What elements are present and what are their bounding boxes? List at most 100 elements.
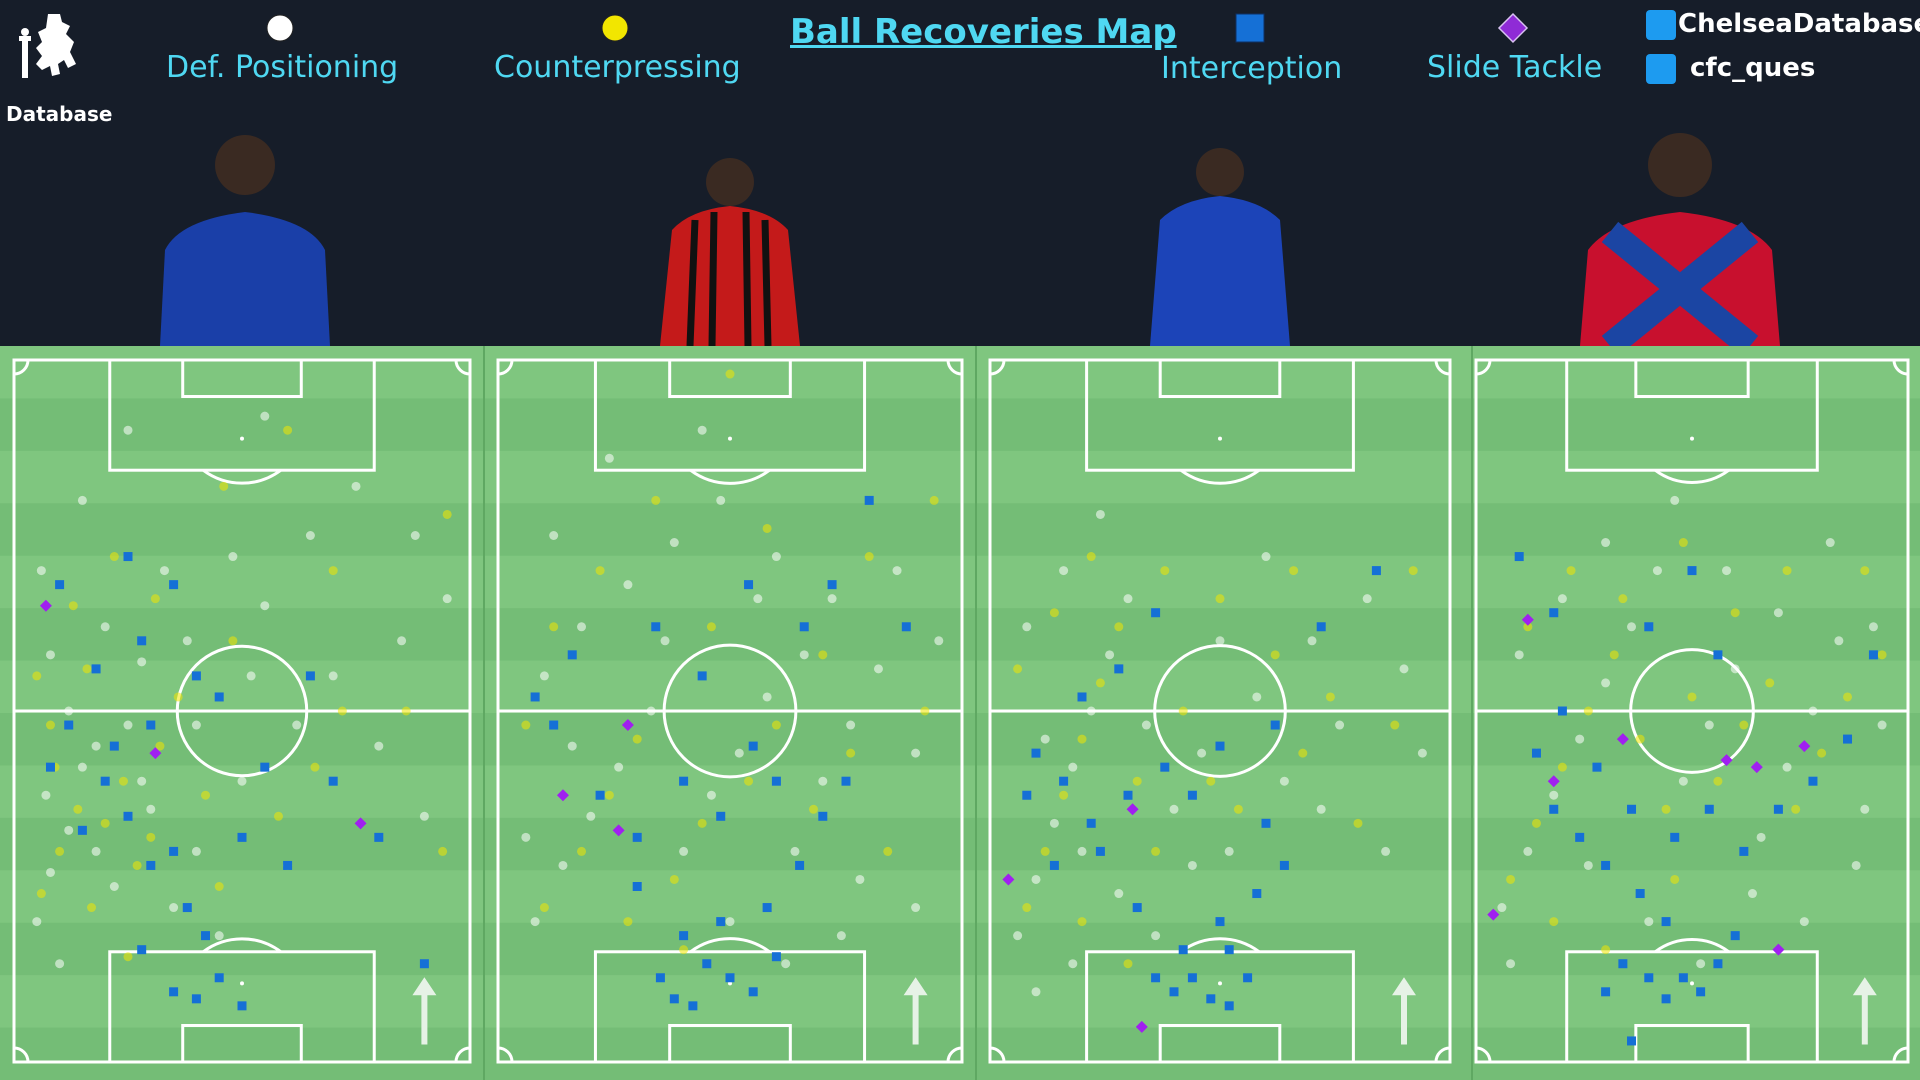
penalty-spot: [240, 436, 244, 441]
counterpressing-point: [1609, 650, 1619, 660]
counterpressing-point: [1635, 734, 1645, 744]
pitch-stripe: [0, 660, 484, 714]
def-positioning-point: [1868, 622, 1878, 632]
interception-point: [1151, 973, 1161, 983]
def-positioning-point: [397, 636, 407, 646]
interception-point: [1215, 741, 1225, 751]
interception-point: [771, 952, 781, 962]
def-positioning-point: [790, 846, 800, 856]
counterpressing-point: [328, 566, 338, 576]
corner-arc: [497, 359, 514, 376]
interception-point: [901, 622, 911, 632]
def-positioning-point: [521, 832, 531, 842]
counterpressing-point: [438, 846, 448, 856]
pitch-stripe: [0, 608, 484, 662]
pitch-stripe: [976, 503, 1472, 557]
interception-point: [725, 973, 735, 983]
def-positioning-point: [725, 917, 735, 927]
counterpressing-point: [401, 706, 411, 716]
counterpressing-point: [173, 692, 183, 702]
def-positioning-point: [1123, 594, 1133, 604]
interception-point: [201, 931, 211, 941]
interception-point: [169, 580, 179, 590]
interception-point: [1178, 945, 1188, 955]
def-positioning-point: [734, 748, 744, 758]
pitch-stripe: [976, 660, 1472, 714]
interception-point: [827, 580, 837, 590]
interception-point: [762, 903, 772, 913]
interception-point: [45, 762, 55, 772]
def-positioning-point: [1068, 762, 1078, 772]
interception-point: [1086, 818, 1096, 828]
counterpressing-point: [1233, 804, 1243, 814]
attack-direction-arrow-head: [903, 977, 928, 996]
def-positioning-point: [1169, 804, 1179, 814]
counterpressing-point: [1123, 959, 1133, 969]
def-positioning-point: [137, 657, 147, 667]
pitch-stripe: [1472, 975, 1920, 1029]
counterpressing-point: [36, 889, 46, 899]
penalty-arc-bottom: [1179, 937, 1261, 953]
def-positioning-point: [1105, 650, 1115, 660]
counterpressing-point: [1160, 566, 1170, 576]
counterpressing-point: [1601, 945, 1611, 955]
interception-point: [716, 917, 726, 927]
interception-point: [1661, 917, 1671, 927]
def-positioning-point: [539, 671, 549, 681]
def-positioning-point: [1417, 748, 1427, 758]
def-positioning-point: [1601, 538, 1611, 548]
def-positioning-point: [1722, 566, 1732, 576]
penalty-spot: [1218, 436, 1222, 441]
counterpressing-point: [219, 481, 229, 491]
interception-point: [1627, 1036, 1637, 1046]
counterpressing-point: [864, 552, 874, 562]
def-positioning-point: [1601, 678, 1611, 688]
def-positioning-point: [214, 931, 224, 941]
interception-point: [123, 552, 133, 562]
counterpressing-point: [1687, 692, 1697, 702]
def-positioning-point: [530, 917, 540, 927]
counterpressing-point: [1390, 720, 1400, 730]
slide-tackle-point: [1487, 908, 1500, 921]
social-handle-database: ChelseaDatabase: [1678, 9, 1920, 39]
interception-point: [260, 762, 270, 772]
counterpressing-point: [1215, 594, 1225, 604]
pitch-stripe: [484, 870, 976, 924]
counterpressing-point: [146, 832, 156, 842]
def-positioning-point: [892, 566, 902, 576]
counterpressing-point: [45, 720, 55, 730]
counterpressing-point: [1408, 566, 1418, 576]
def-positioning-point: [305, 531, 315, 540]
interception-point: [191, 994, 201, 1004]
def-positioning-point: [45, 867, 55, 877]
def-positioning-point: [934, 636, 944, 646]
interception-point: [1316, 622, 1326, 632]
slide-tackle-point: [1002, 873, 1015, 886]
counterpressing-point: [846, 748, 856, 758]
pitch-stripe: [0, 870, 484, 924]
def-positioning-point: [1497, 903, 1507, 913]
penalty-spot: [1690, 981, 1694, 986]
interception-point: [64, 720, 74, 730]
def-positioning-point: [237, 776, 247, 786]
counterpressing-point: [123, 952, 133, 962]
pitch-4: [1471, 346, 1920, 1080]
interception-point: [1095, 846, 1105, 856]
def-positioning-point: [549, 531, 559, 540]
interception-point: [567, 650, 577, 660]
penalty-spot: [1218, 981, 1222, 986]
counterpressing-point: [1843, 692, 1853, 702]
counterpressing-point: [1782, 566, 1792, 576]
interception-point: [419, 959, 429, 969]
player-photos: [160, 133, 1780, 346]
interception-point: [1618, 959, 1628, 969]
interception-point: [1592, 762, 1602, 772]
pitch-stripe: [0, 398, 484, 452]
counterpressing-point: [725, 369, 735, 379]
attack-direction-arrow-head: [1852, 977, 1877, 996]
def-positioning-point: [753, 594, 763, 604]
penalty-arc-top: [689, 469, 771, 485]
counterpressing-point: [73, 804, 83, 814]
legend-interception-marker: [1235, 13, 1265, 43]
interception-point: [1123, 790, 1133, 800]
